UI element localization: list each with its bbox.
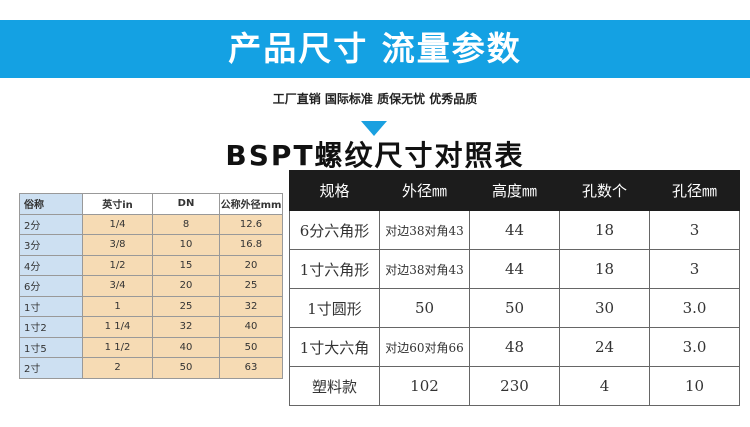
table-row: 1寸 1 25 32 xyxy=(19,295,283,317)
cell: 1 1/2 xyxy=(82,336,153,358)
cell: 6分六角形 xyxy=(289,210,380,250)
table-header-row: 规格 外径㎜ 高度㎜ 孔数个 孔径㎜ xyxy=(289,170,740,211)
cell: 50 xyxy=(152,357,220,379)
table-row: 1寸大六角 对边60对角66 48 24 3.0 xyxy=(289,327,740,367)
header-cell: 外径㎜ xyxy=(379,170,470,211)
cell: 18 xyxy=(559,210,650,250)
table-row: 2分 1/4 8 12.6 xyxy=(19,213,283,235)
table-row: 1寸六角形 对边38对角43 44 18 3 xyxy=(289,249,740,289)
cell: 63 xyxy=(219,357,283,379)
cell: 1寸5 xyxy=(19,336,83,358)
cell: 1寸2 xyxy=(19,316,83,338)
cell: 40 xyxy=(152,336,220,358)
header-cell: 公称外径mm xyxy=(219,193,283,215)
header-cell: 英寸in xyxy=(82,193,153,215)
header-cell: 俗称 xyxy=(19,193,83,215)
cell: 4 xyxy=(559,366,650,406)
cell: 20 xyxy=(152,275,220,297)
cell: 3 xyxy=(649,210,740,250)
cell: 50 xyxy=(469,288,560,328)
header-cell: 孔数个 xyxy=(559,170,650,211)
cell: 230 xyxy=(469,366,560,406)
cell: 对边38对角43 xyxy=(379,210,470,250)
cell: 1 xyxy=(82,295,153,317)
table-row: 1寸圆形 50 50 30 3.0 xyxy=(289,288,740,328)
header-cell: 孔径㎜ xyxy=(649,170,740,211)
cell: 1/4 xyxy=(82,213,153,235)
cell: 25 xyxy=(219,275,283,297)
cell: 对边60对角66 xyxy=(379,327,470,367)
cell: 6分 xyxy=(19,275,83,297)
down-arrow-icon xyxy=(361,121,387,136)
cell: 10 xyxy=(649,366,740,406)
cell: 3分 xyxy=(19,234,83,256)
header-cell: DN xyxy=(152,193,220,215)
table-header-row: 俗称 英寸in DN 公称外径mm xyxy=(19,193,283,215)
cell: 44 xyxy=(469,249,560,289)
cell: 1寸圆形 xyxy=(289,288,380,328)
cell: 对边38对角43 xyxy=(379,249,470,289)
cell: 10 xyxy=(152,234,220,256)
cell: 2寸 xyxy=(19,357,83,379)
cell: 50 xyxy=(219,336,283,358)
cell: 25 xyxy=(152,295,220,317)
cell: 32 xyxy=(152,316,220,338)
bspt-size-table: 俗称 英寸in DN 公称外径mm 2分 1/4 8 12.6 3分 3/8 1… xyxy=(19,193,283,379)
banner-title: 产品尺寸 流量参数 xyxy=(228,29,522,68)
cell: 3.0 xyxy=(649,288,740,328)
bspt-table-title: BSPT螺纹尺寸对照表 xyxy=(225,139,525,172)
cell: 3 xyxy=(649,249,740,289)
product-spec-table: 规格 外径㎜ 高度㎜ 孔数个 孔径㎜ 6分六角形 对边38对角43 44 18 … xyxy=(289,170,740,406)
cell: 44 xyxy=(469,210,560,250)
cell: 4分 xyxy=(19,254,83,276)
cell: 30 xyxy=(559,288,650,328)
cell: 1 1/4 xyxy=(82,316,153,338)
cell: 1寸大六角 xyxy=(289,327,380,367)
cell: 15 xyxy=(152,254,220,276)
table-row: 4分 1/2 15 20 xyxy=(19,254,283,276)
table-row: 6分六角形 对边38对角43 44 18 3 xyxy=(289,210,740,250)
cell: 3.0 xyxy=(649,327,740,367)
cell: 40 xyxy=(219,316,283,338)
table-row: 6分 3/4 20 25 xyxy=(19,275,283,297)
header-cell: 高度㎜ xyxy=(469,170,560,211)
cell: 8 xyxy=(152,213,220,235)
cell: 1/2 xyxy=(82,254,153,276)
cell: 1寸六角形 xyxy=(289,249,380,289)
table-row: 2寸 2 50 63 xyxy=(19,357,283,379)
header-cell: 规格 xyxy=(289,170,380,211)
cell: 48 xyxy=(469,327,560,367)
cell: 3/8 xyxy=(82,234,153,256)
table-row: 1寸2 1 1/4 32 40 xyxy=(19,316,283,338)
table-row: 塑料款 102 230 4 10 xyxy=(289,366,740,406)
table-row: 1寸5 1 1/2 40 50 xyxy=(19,336,283,358)
cell: 16.8 xyxy=(219,234,283,256)
cell: 3/4 xyxy=(82,275,153,297)
cell: 20 xyxy=(219,254,283,276)
table-row: 3分 3/8 10 16.8 xyxy=(19,234,283,256)
cell: 塑料款 xyxy=(289,366,380,406)
title-banner: 产品尺寸 流量参数 xyxy=(0,20,750,78)
cell: 102 xyxy=(379,366,470,406)
cell: 2 xyxy=(82,357,153,379)
cell: 18 xyxy=(559,249,650,289)
cell: 50 xyxy=(379,288,470,328)
cell: 32 xyxy=(219,295,283,317)
subtitle: 工厂直销 国际标准 质保无忧 优秀品质 xyxy=(272,92,478,106)
cell: 12.6 xyxy=(219,213,283,235)
cell: 2分 xyxy=(19,213,83,235)
cell: 1寸 xyxy=(19,295,83,317)
cell: 24 xyxy=(559,327,650,367)
